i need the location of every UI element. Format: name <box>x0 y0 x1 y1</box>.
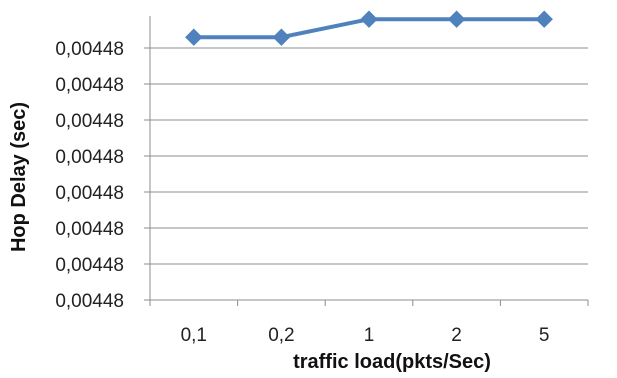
y-tick-labels: 0,00448 0,00448 0,00448 0,00448 0,00448 0,004… <box>55 39 124 312</box>
y-tick-label: 0,00448 <box>55 255 124 276</box>
y-tick-label: 0,00448 <box>55 291 124 312</box>
x-tick-label: 0,1 <box>181 325 207 346</box>
x-tick-label: 5 <box>539 325 550 346</box>
x-tick-label: 1 <box>364 325 375 346</box>
y-tick-label: 0,00448 <box>55 183 124 204</box>
data-point-marker <box>272 28 291 46</box>
gridlines <box>150 47 588 265</box>
data-point-marker <box>535 10 553 28</box>
data-point-marker <box>360 10 378 28</box>
y-tick-label: 0,00448 <box>55 147 124 168</box>
y-tick-label: 0,00448 <box>55 111 124 132</box>
series <box>185 10 553 46</box>
data-point-marker <box>185 28 203 46</box>
data-point-marker <box>447 10 466 28</box>
y-tick-label: 0,00448 <box>55 219 124 240</box>
x-tick-label: 2 <box>451 325 462 346</box>
x-axis-title: traffic load(pkts/Sec) <box>293 351 491 373</box>
axes <box>144 16 589 306</box>
y-axis-title: Hop Delay (sec) <box>8 102 30 252</box>
y-tick-label: 0,00448 <box>55 75 124 96</box>
x-tick-labels: 0,1 0,2 1 2 5 <box>181 325 550 346</box>
y-tick-label: 0,00448 <box>55 39 124 60</box>
x-tick-label: 0,2 <box>268 325 294 346</box>
